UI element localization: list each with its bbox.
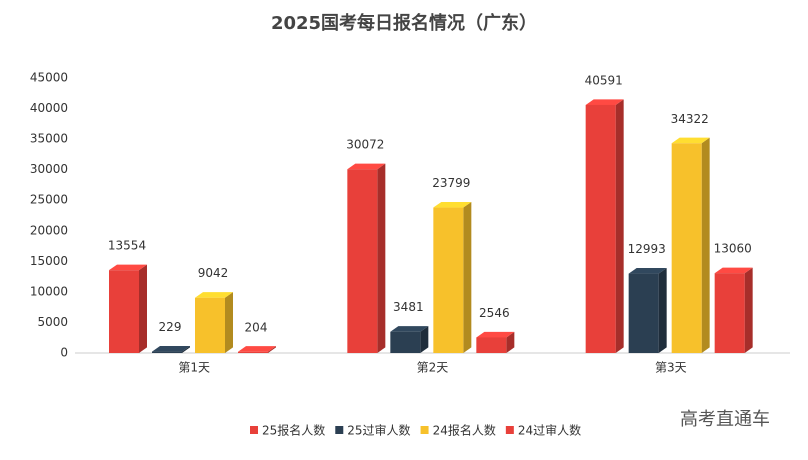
data-label: 12993 [628, 242, 666, 256]
chart-title: 2025国考每日报名情况（广东） [271, 12, 537, 34]
x-tick-label: 第3天 [655, 361, 687, 375]
data-label: 23799 [432, 176, 470, 190]
y-tick-label: 0 [60, 346, 68, 360]
bar-side [420, 326, 429, 353]
bar [476, 337, 507, 353]
bar-top [109, 264, 147, 271]
y-tick-label: 45000 [30, 71, 68, 85]
legend-swatch [250, 426, 258, 434]
bar-top [585, 99, 624, 105]
bar [714, 273, 745, 353]
data-label: 9042 [198, 266, 229, 280]
bar-side [658, 267, 667, 353]
data-label: 2546 [479, 306, 510, 320]
data-label: 40591 [585, 73, 623, 87]
data-label: 30072 [346, 138, 384, 152]
legend-label: 24报名人数 [433, 423, 496, 438]
x-tick-label: 第1天 [178, 361, 210, 375]
bar-side [506, 331, 515, 353]
bar-side [139, 264, 147, 353]
data-label: 3481 [393, 300, 424, 314]
bar [347, 169, 378, 353]
bar [238, 351, 268, 353]
bar [671, 143, 702, 353]
bar-side [615, 99, 624, 353]
bar-side [225, 292, 233, 353]
bar-side [182, 346, 190, 353]
bar-side [744, 267, 753, 353]
bar-top [195, 292, 233, 298]
bar-top [152, 346, 190, 352]
y-tick-label: 15000 [30, 254, 68, 268]
bar-top [476, 331, 515, 338]
data-label: 34322 [671, 112, 709, 126]
bar-top [347, 163, 386, 170]
legend-swatch [505, 426, 514, 434]
y-tick-label: 20000 [30, 223, 68, 237]
bar [628, 273, 659, 353]
legend-swatch [420, 426, 429, 434]
y-tick-label: 40000 [30, 101, 68, 115]
bar [433, 207, 464, 353]
bar-side [377, 163, 386, 353]
y-tick-label: 35000 [30, 132, 68, 146]
y-tick-label: 25000 [30, 193, 68, 207]
bar-side [701, 137, 710, 353]
bar [152, 351, 182, 353]
y-tick-label: 10000 [30, 284, 68, 298]
x-tick-label: 第2天 [417, 361, 449, 375]
bar-top [238, 346, 276, 352]
data-label: 204 [245, 320, 268, 334]
legend-label: 25过审人数 [347, 423, 410, 438]
y-tick-label: 5000 [37, 315, 68, 329]
bar [109, 270, 139, 353]
bar [390, 331, 421, 353]
bar-top [671, 137, 710, 144]
bar-top [628, 267, 667, 274]
data-label: 13554 [108, 239, 146, 253]
data-label: 13060 [714, 242, 752, 256]
bar-top [390, 326, 429, 332]
watermark: 高考直通车 [680, 409, 770, 430]
bar-side [268, 346, 276, 353]
bar [195, 297, 225, 353]
legend-label: 24过审人数 [518, 423, 581, 438]
legend-swatch [335, 426, 344, 434]
data-label: 229 [159, 320, 182, 334]
bar-top [433, 201, 472, 208]
bar-top [714, 267, 753, 274]
bar [585, 104, 616, 354]
legend-label: 25报名人数 [262, 423, 325, 438]
bar-side [463, 201, 472, 353]
y-tick-label: 30000 [30, 162, 68, 176]
